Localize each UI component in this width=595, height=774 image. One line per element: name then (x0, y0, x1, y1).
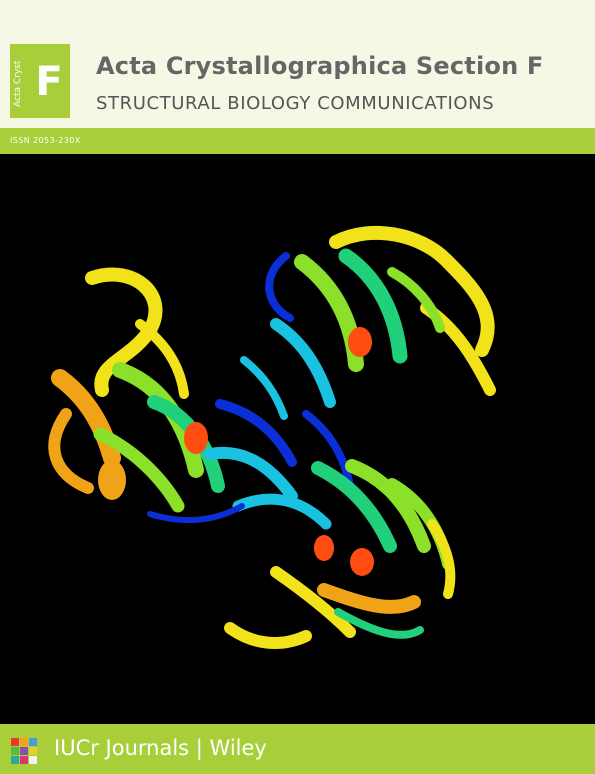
journal-title: Acta Crystallographica Section F (96, 52, 544, 80)
issn-bar (0, 128, 595, 154)
domain-lower-right (224, 459, 456, 649)
logo-letter: F (35, 59, 63, 105)
logo-side-text: Acta Cryst (13, 60, 23, 108)
protein-ribbon-structure-icon (0, 154, 595, 724)
issn-text: ISSN 2053-230X (10, 136, 81, 145)
journal-logo (10, 44, 70, 118)
domain-upper-right (265, 225, 496, 408)
cover-artwork (0, 154, 595, 724)
journal-subtitle: STRUCTURAL BIOLOGY COMMUNICATIONS (96, 93, 495, 114)
iucr-logo-icon (11, 738, 37, 764)
cover-header (0, 0, 595, 128)
domain-center (147, 356, 354, 530)
cover-footer (0, 724, 595, 774)
domain-upper-left (48, 267, 225, 513)
publisher-text: IUCr Journals | Wiley (54, 736, 267, 760)
